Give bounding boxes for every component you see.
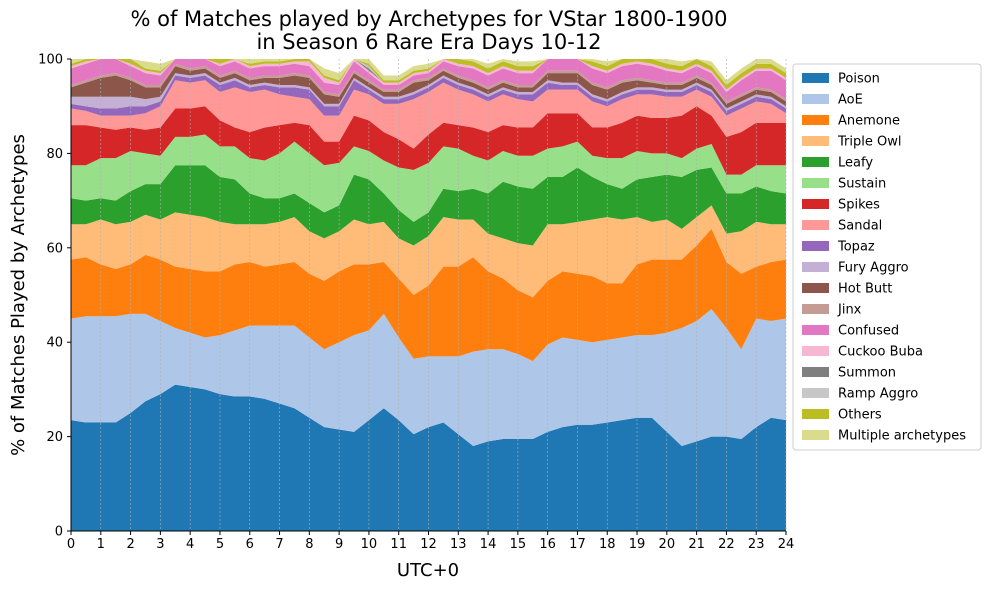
y-axis-label: % of Matches Played by Archetypes: [8, 134, 29, 456]
y-tick-label: 0: [55, 525, 63, 540]
x-tick-label: 9: [335, 537, 343, 552]
legend-label-sustain: Sustain: [838, 177, 886, 192]
x-tick-label: 10: [361, 537, 378, 552]
chart-title-line-1: % of Matches played by Archetypes for VS…: [131, 7, 728, 31]
y-tick-label: 80: [46, 147, 63, 162]
legend-swatch-hot-butt: [802, 283, 829, 293]
y-tick-label: 20: [46, 430, 63, 445]
x-tick-label: 12: [420, 537, 437, 552]
vertical-gridlines: [100, 59, 787, 531]
legend-swatch-topaz: [802, 241, 829, 251]
x-tick-label: 5: [216, 537, 224, 552]
area-others: [71, 59, 786, 90]
legend-label-triple-owl: Triple Owl: [837, 135, 901, 150]
x-tick-label: 24: [778, 537, 795, 552]
x-tick-label: 7: [275, 537, 283, 552]
area-multiple-archetypes: [71, 59, 786, 85]
y-tick-label: 100: [38, 53, 63, 68]
x-tick-label: 4: [186, 537, 194, 552]
legend-swatch-leafy: [802, 157, 829, 167]
x-tick-label: 6: [246, 537, 254, 552]
legend-swatch-multiple-archetypes: [802, 430, 829, 440]
x-axis-label: UTC+0: [397, 560, 459, 581]
legend-label-jinx: Jinx: [837, 303, 862, 318]
area-hot-butt: [71, 66, 786, 109]
x-tick-label: 13: [450, 537, 467, 552]
legend-label-anemone: Anemone: [838, 114, 900, 129]
area-fury-aggro: [71, 73, 786, 111]
area-topaz: [71, 75, 786, 116]
x-tick-label: 1: [97, 537, 105, 552]
legend-label-sandal: Sandal: [838, 219, 882, 234]
legend-label-multiple-archetypes: Multiple archetypes: [838, 429, 966, 444]
legend-swatch-sustain: [802, 178, 829, 188]
legend-label-others: Others: [838, 408, 882, 423]
legend-label-summon: Summon: [838, 366, 896, 381]
area-poison: [71, 384, 786, 531]
legend-swatch-cuckoo-buba: [802, 346, 829, 356]
y-axis-ticks: 0 20 40 60 80 100: [38, 53, 71, 540]
x-tick-label: 17: [569, 537, 586, 552]
legend-label-spikes: Spikes: [838, 198, 880, 213]
legend-label-poison: Poison: [838, 72, 880, 87]
x-tick-label: 2: [126, 537, 134, 552]
y-tick-label: 60: [46, 241, 63, 256]
x-tick-label: 3: [156, 537, 164, 552]
x-tick-label: 19: [629, 537, 646, 552]
legend-swatch-ramp-aggro: [802, 388, 829, 398]
legend-swatch-triple-owl: [802, 136, 829, 146]
x-tick-label: 14: [480, 537, 497, 552]
legend-swatch-jinx: [802, 304, 829, 314]
area-confused: [71, 59, 786, 102]
legend-swatch-spikes: [802, 199, 829, 209]
legend-label-confused: Confused: [838, 324, 899, 339]
legend-label-leafy: Leafy: [838, 156, 873, 171]
x-tick-label: 18: [599, 537, 616, 552]
legend-swatch-summon: [802, 367, 829, 377]
legend-swatch-others: [802, 409, 829, 419]
legend-swatch-poison: [802, 73, 829, 83]
legend-label-ramp-aggro: Ramp Aggro: [838, 387, 918, 402]
y-tick-label: 40: [46, 336, 63, 351]
x-axis-ticks: 0 1 2 3 4 5 6 7 8 9 10 11 12 13 14 15 16 17 18 19 20 21 22 23 24: [67, 531, 794, 552]
chart-title-line-2: in Season 6 Rare Era Days 10-12: [256, 30, 601, 54]
legend-label-topaz: Topaz: [837, 240, 875, 255]
legend-swatch-confused: [802, 325, 829, 335]
legend-label-hot-butt: Hot Butt: [838, 282, 892, 297]
area-leafy: [71, 165, 786, 246]
x-tick-label: 23: [748, 537, 765, 552]
legend-label-cuckoo-buba: Cuckoo Buba: [838, 345, 923, 360]
legend-label-fury-aggro: Fury Aggro: [838, 261, 909, 276]
x-tick-label: 22: [718, 537, 735, 552]
x-tick-label: 11: [390, 537, 407, 552]
legend: Poison AoE Anemone Triple Owl Leafy Sustain Sp…: [792, 63, 982, 451]
legend-swatch-anemone: [802, 115, 829, 125]
x-tick-label: 0: [67, 537, 75, 552]
legend-swatch-aoe: [802, 94, 829, 104]
x-tick-label: 20: [659, 537, 676, 552]
x-tick-label: 21: [688, 537, 705, 552]
legend-swatch-fury-aggro: [802, 262, 829, 272]
x-tick-label: 15: [510, 537, 527, 552]
legend-box: [792, 63, 982, 451]
area-sustain: [71, 134, 786, 222]
legend-label-aoe: AoE: [838, 93, 863, 108]
x-tick-label: 8: [305, 537, 313, 552]
legend-swatch-sandal: [802, 220, 829, 230]
x-tick-label: 16: [539, 537, 556, 552]
